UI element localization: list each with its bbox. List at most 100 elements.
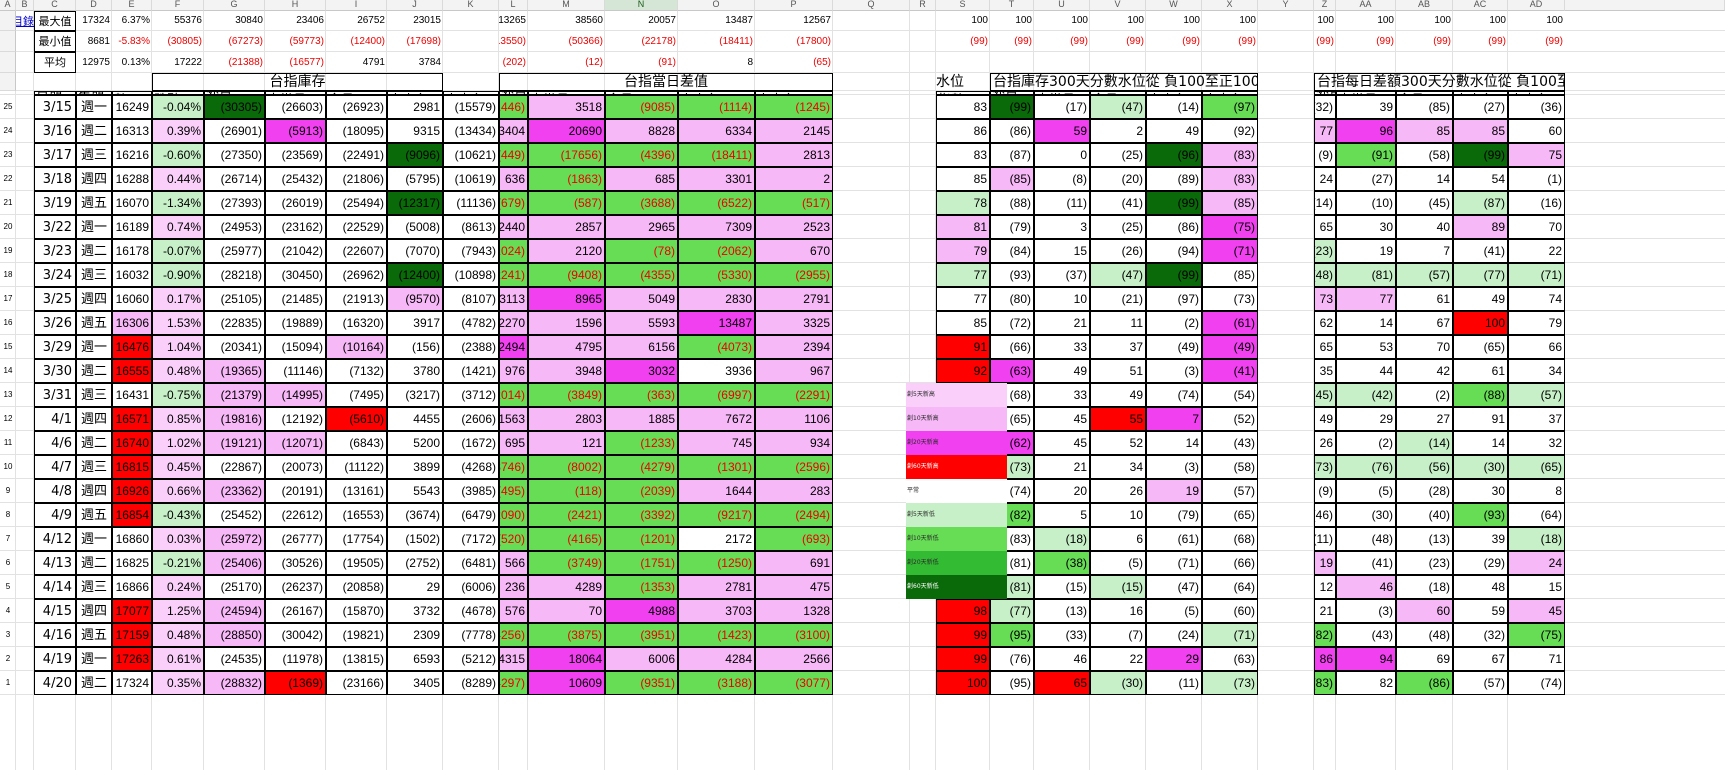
inventory-cell-text: (26777) (281, 532, 323, 546)
column-header-d[interactable]: D (76, 0, 112, 11)
inventory-cell: (28850) (204, 623, 265, 647)
inventory-cell: (21379) (204, 383, 265, 407)
diff-score-cell-text: 89 (1491, 220, 1505, 234)
column-header-l[interactable]: L (499, 0, 528, 11)
column-header-ab[interactable]: AB (1396, 0, 1453, 11)
column-header-t[interactable]: T (990, 0, 1034, 11)
column-header-n[interactable]: N (605, 0, 678, 11)
stat-max-value-text: 100 (1183, 15, 1200, 26)
row-header[interactable] (0, 31, 16, 52)
column-header-a[interactable]: A (0, 0, 16, 11)
column-header-z[interactable]: Z (1314, 0, 1336, 11)
inventory-score-cell-text: (95) (1009, 628, 1031, 642)
row-header[interactable] (0, 11, 16, 31)
inventory-cell-text: (25170) (220, 580, 262, 594)
diff-score-cell-text: (10) (1371, 196, 1393, 210)
column-header-i[interactable]: I (326, 0, 387, 11)
daily-diff-cell-text: 4315 (499, 652, 525, 666)
stat-min-value-text: (17698) (406, 35, 441, 47)
inventory-cell-text: (6006) (461, 580, 496, 594)
daily-diff-cell: (679) (499, 191, 528, 215)
column-header-m[interactable]: M (528, 0, 605, 11)
diff-score-cell: 35 (1314, 359, 1336, 383)
daily-diff-cell-text: (495) (499, 484, 525, 498)
legend-item: 創10天新低 (906, 527, 1007, 551)
column-header-f[interactable]: F (152, 0, 204, 11)
column-header-h[interactable]: H (265, 0, 326, 11)
row-header[interactable] (0, 52, 16, 73)
column-header-g[interactable]: G (204, 0, 265, 11)
back-to-index-link[interactable]: 回目錄 (0, 11, 58, 31)
inventory-score-cell-text: (54) (1233, 388, 1255, 402)
diff-score-cell-text: 91 (1491, 412, 1505, 426)
legend-item-text: 創20天新高 (907, 439, 939, 446)
diff-score-cell-text: (32) (1483, 628, 1505, 642)
daily-diff-cell-text: (3951) (640, 628, 675, 642)
column-header-o[interactable]: O (678, 0, 755, 11)
column-header-k[interactable]: K (443, 0, 499, 11)
diff-score-cell-text: 65 (1319, 220, 1333, 234)
inventory-cell: (13815) (326, 647, 387, 671)
inventory-score-cell-text: (76) (1009, 652, 1031, 666)
column-header-j[interactable]: J (387, 0, 443, 11)
inventory-score-cell: (86) (990, 119, 1034, 143)
header-inv-0: 外資 (204, 91, 265, 95)
column-header-e[interactable]: E (112, 0, 152, 11)
column-header-c[interactable]: C (34, 0, 76, 11)
column-header-y[interactable]: Y (1258, 0, 1314, 11)
daily-diff-cell-text: 236 (504, 580, 525, 594)
inventory-score-cell-text: (11) (1178, 676, 1199, 690)
column-header-ac[interactable]: AC (1453, 0, 1508, 11)
daily-diff-cell: (3077) (755, 671, 833, 695)
column-header-u[interactable]: U (1034, 0, 1090, 11)
diff-score-cell-text: (75) (1540, 628, 1562, 642)
header-diff-3: 三大法人小台 (678, 91, 755, 95)
row-number: 16 (0, 311, 16, 335)
date-cell: 4/12 (34, 527, 76, 551)
inventory-cell-text: (26714) (220, 172, 262, 186)
date-cell-text: 3/23 (42, 243, 72, 259)
row-header[interactable] (0, 73, 16, 91)
legend-item-text: 創5天新低 (907, 511, 935, 518)
diff-score-cell-text: 60 (1436, 604, 1450, 618)
column-header-s[interactable]: S (936, 0, 990, 11)
inventory-score-cell-text: (14) (1177, 100, 1199, 114)
daily-diff-cell-text: (2291) (795, 388, 830, 402)
weekday-cell: 週三 (76, 143, 112, 167)
section-title-inventory-score: 台指庫存300天分數水位從 負100至正100 (990, 73, 1258, 91)
inventory-score-cell-text: (85) (1233, 268, 1255, 282)
inventory-cell-text: (23162) (281, 220, 323, 234)
column-header-aa[interactable]: AA (1336, 0, 1396, 11)
legend-item: 創5天新低 (906, 503, 1007, 527)
grid-row-line (0, 526, 1725, 527)
daily-diff-cell-text: 20690 (568, 124, 602, 138)
daily-diff-cell: 13487 (678, 311, 755, 335)
index-cell-text: 16476 (115, 340, 149, 354)
daily-diff-cell: (2062) (678, 239, 755, 263)
column-header-v[interactable]: V (1090, 0, 1146, 11)
change-cell-text: -0.04% (162, 100, 201, 114)
column-header-r[interactable]: R (910, 0, 936, 11)
row-number: 23 (0, 143, 16, 167)
inventory-cell-text: (23362) (220, 484, 262, 498)
column-header-w[interactable]: W (1146, 0, 1202, 11)
index-cell-text: 16189 (115, 220, 149, 234)
inventory-cell-text: (11978) (282, 652, 323, 666)
column-header-p[interactable]: P (755, 0, 833, 11)
change-cell: 0.48% (152, 623, 204, 647)
column-header-x[interactable]: X (1202, 0, 1258, 11)
column-header-ad[interactable]: AD (1508, 0, 1565, 11)
inventory-cell-text: (3985) (461, 484, 496, 498)
header-diffscore-3-line1: 三大法 (1455, 92, 1494, 93)
daily-diff-cell: (2596) (755, 455, 833, 479)
inventory-score-cell-text: (49) (1233, 340, 1255, 354)
column-header-q[interactable]: Q (833, 0, 910, 11)
header-inv-1-line1: 五大十 (267, 92, 306, 93)
column-header-b[interactable]: B (16, 0, 34, 11)
diff-score-cell-text: (46) (1315, 508, 1333, 522)
diff-score-cell-text: (57) (1540, 388, 1562, 402)
daily-diff-cell-text: (4355) (640, 268, 675, 282)
daily-diff-cell: 2523 (755, 215, 833, 239)
inventory-cell-text: (7778) (461, 628, 496, 642)
